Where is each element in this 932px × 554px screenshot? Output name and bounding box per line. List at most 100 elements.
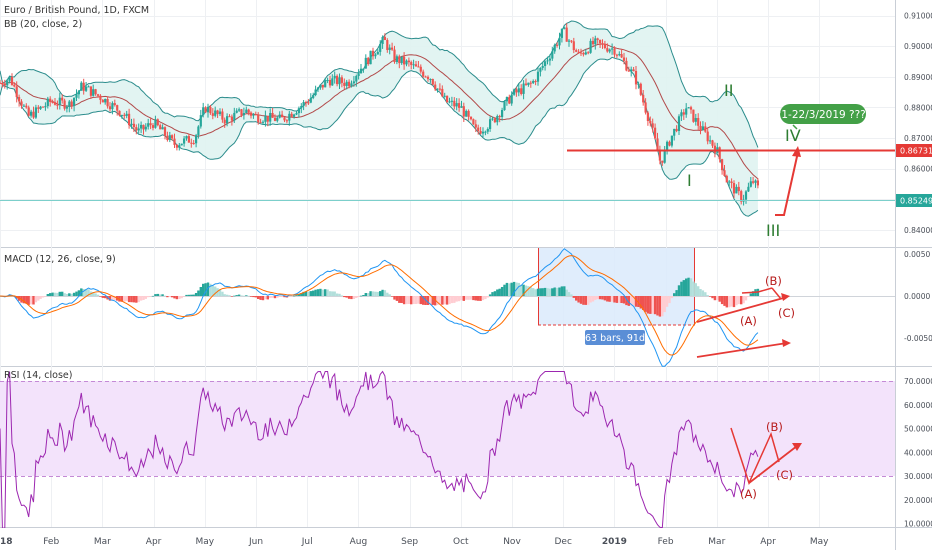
candle-body — [144, 126, 147, 130]
macd-histogram-bar — [87, 289, 90, 296]
macd-histogram-bar — [139, 296, 143, 301]
macd-histogram-bar — [147, 296, 150, 298]
bb-legend: BB (20, close, 2) — [4, 19, 82, 30]
macd-histogram-bar — [596, 296, 599, 300]
date-bubble-text: 21-22/3/2019 ???? — [775, 109, 872, 121]
macd-histogram-bar — [591, 296, 595, 302]
macd-histogram-bar — [608, 296, 611, 302]
candle-body — [383, 37, 386, 40]
macd-tick-label: 0.0050 — [904, 250, 930, 259]
macd-histogram-bar — [192, 294, 195, 296]
x-tick-label: May — [195, 537, 214, 547]
date-bubble[interactable] — [780, 104, 866, 124]
macd-histogram-bar — [706, 295, 709, 296]
candle-body — [206, 106, 210, 113]
candle-body — [426, 76, 430, 80]
macd-histogram-bar — [70, 293, 73, 296]
candle-body — [575, 50, 578, 52]
rsi-tick-label: 70.0000 — [904, 377, 932, 386]
candle-body — [754, 180, 757, 183]
candle-body — [740, 191, 743, 202]
candle-body — [99, 95, 102, 100]
macd-histogram-bar — [319, 288, 322, 296]
candle-body — [524, 83, 528, 85]
candle-body — [713, 145, 716, 153]
macd-histogram-bar — [751, 291, 755, 296]
macd-histogram-bar — [130, 296, 133, 303]
candle-body — [496, 116, 499, 123]
candle-body — [606, 48, 609, 52]
signal-line — [0, 255, 759, 356]
macd-histogram-bar — [182, 296, 186, 297]
macd-histogram-bar — [441, 296, 444, 305]
candle-body — [448, 101, 451, 103]
macd-histogram-bar — [508, 283, 511, 296]
candle-body — [546, 60, 549, 62]
candle-body — [283, 117, 286, 121]
macd-histogram-bar — [371, 291, 375, 296]
candle-body — [689, 107, 693, 110]
candle-body — [749, 181, 752, 187]
candle-body — [125, 113, 128, 116]
candle-body — [407, 60, 410, 63]
rsi-tick-label: 40.0000 — [904, 448, 932, 457]
macd-histogram-bar — [510, 282, 513, 296]
macd-histogram-bar — [376, 291, 379, 296]
macd-histogram-bar — [445, 296, 449, 305]
macd-histogram-bar — [677, 285, 681, 296]
candle-body — [443, 95, 446, 97]
macd-histogram-bar — [269, 296, 272, 298]
candle-body — [584, 52, 587, 55]
candle-body — [254, 114, 257, 116]
wave-II-label: II — [724, 81, 733, 100]
price-tick-label: 0.87000 — [904, 134, 932, 143]
macd-histogram-bar — [708, 296, 712, 297]
candle-body — [441, 88, 444, 97]
candle-body — [3, 84, 6, 86]
candle-body — [324, 80, 327, 88]
macd-histogram-bar — [41, 296, 45, 298]
macd-histogram-bar — [532, 288, 535, 296]
candle-body — [737, 186, 740, 192]
candle-body — [608, 49, 611, 52]
macd-histogram-bar — [209, 283, 212, 296]
macd-histogram-bar — [180, 296, 183, 299]
macd-histogram-bar — [307, 291, 310, 296]
candle-body — [706, 131, 709, 142]
macd-histogram-bar — [123, 296, 126, 302]
macd-histogram-bar — [555, 287, 559, 296]
macd-histogram-bar — [245, 295, 248, 296]
macd-line — [0, 248, 759, 367]
macd-histogram-bar — [381, 289, 384, 296]
rsi-abc-path — [730, 427, 780, 486]
candle-body — [527, 82, 530, 85]
candle-body — [73, 97, 76, 106]
macd-histogram-bar — [383, 290, 387, 296]
macd-histogram-bar — [448, 296, 451, 305]
macd-panel — [0, 248, 895, 367]
candle-body — [515, 89, 518, 93]
macd-histogram-bar — [82, 289, 85, 296]
candle-body — [51, 102, 54, 103]
macd-histogram-bar — [512, 281, 516, 296]
candle-body — [151, 125, 155, 128]
candle-body — [345, 81, 348, 86]
candle-body — [567, 40, 571, 42]
candle-body — [192, 143, 195, 144]
x-tick-label: Oct — [453, 537, 469, 547]
candle-body — [589, 40, 592, 53]
macd-histogram-bar — [744, 296, 748, 301]
candle-body — [536, 71, 540, 82]
macd-histogram-bar — [725, 296, 728, 308]
macd-histogram-bar — [472, 296, 475, 301]
x-tick-label: May — [810, 537, 829, 547]
macd-histogram-bar — [720, 296, 724, 305]
macd-histogram-bar — [350, 296, 353, 300]
candle-body — [553, 44, 556, 52]
candle-body — [333, 75, 336, 79]
candle-body — [677, 116, 681, 131]
macd-histogram-bar — [477, 296, 480, 301]
macd-histogram-bar — [312, 290, 315, 296]
candle-body — [744, 191, 748, 200]
